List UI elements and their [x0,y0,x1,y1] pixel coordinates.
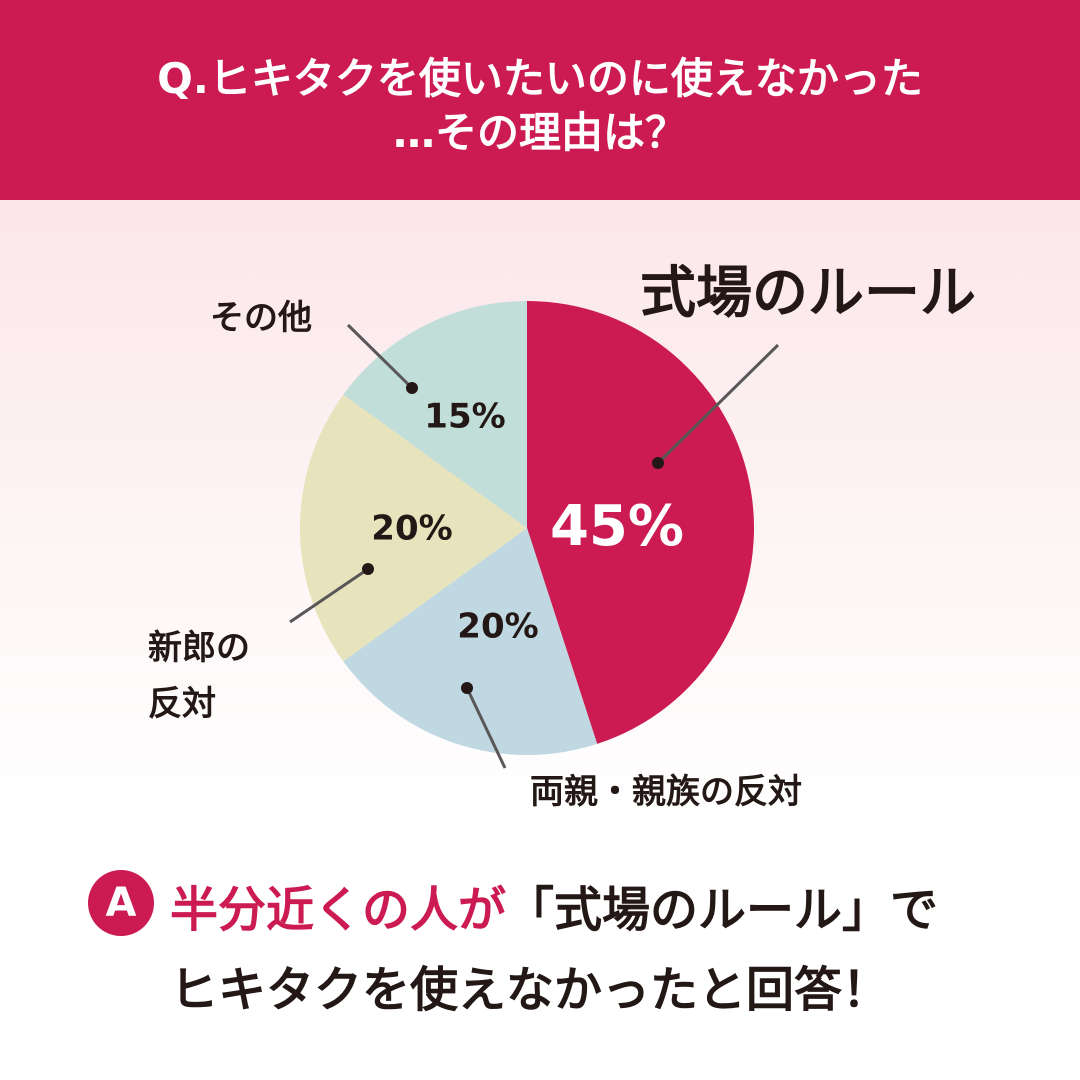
leader-dot [406,382,418,394]
leader-line [289,567,369,624]
answer-text-part: 「式場のルール」で [506,882,939,938]
pie-slice [527,301,754,744]
pie-slice [300,394,527,662]
leader-line [346,323,414,390]
answer-highlight: 半分近くの人が [170,882,507,938]
category-label: 式場のルール [640,261,976,326]
leader-line [465,687,507,769]
title-line: Q.ヒキタクを使いたいのに使えなかった [157,54,923,103]
answer-marker: A [106,880,137,926]
value-label: 20% [457,607,538,647]
category-label: 新郎の 反対 [148,628,250,724]
title-line: …その理由は？ [392,108,687,157]
answer-badge [88,870,154,936]
leader-dot [652,457,664,469]
value-label: 20% [371,509,452,549]
value-label: 45% [550,494,684,559]
category-label: その他 [210,298,312,338]
header-band [0,0,1080,200]
answer-text: 半分近くの人が「式場のルール」でヒキタクを使えなかったと回答！ [170,870,938,1030]
value-label: 15% [424,397,505,437]
leader-dot [362,563,374,575]
pie-slice [343,301,527,528]
answer-text-part: ヒキタクを使えなかったと回答！ [170,962,891,1018]
leader-dot [461,682,473,694]
title: Q.ヒキタクを使いたいのに使えなかった …その理由は？ [0,52,1080,160]
category-label: 両親・親族の反対 [530,772,802,812]
leader-line [656,343,780,465]
pie-slice [343,528,598,755]
